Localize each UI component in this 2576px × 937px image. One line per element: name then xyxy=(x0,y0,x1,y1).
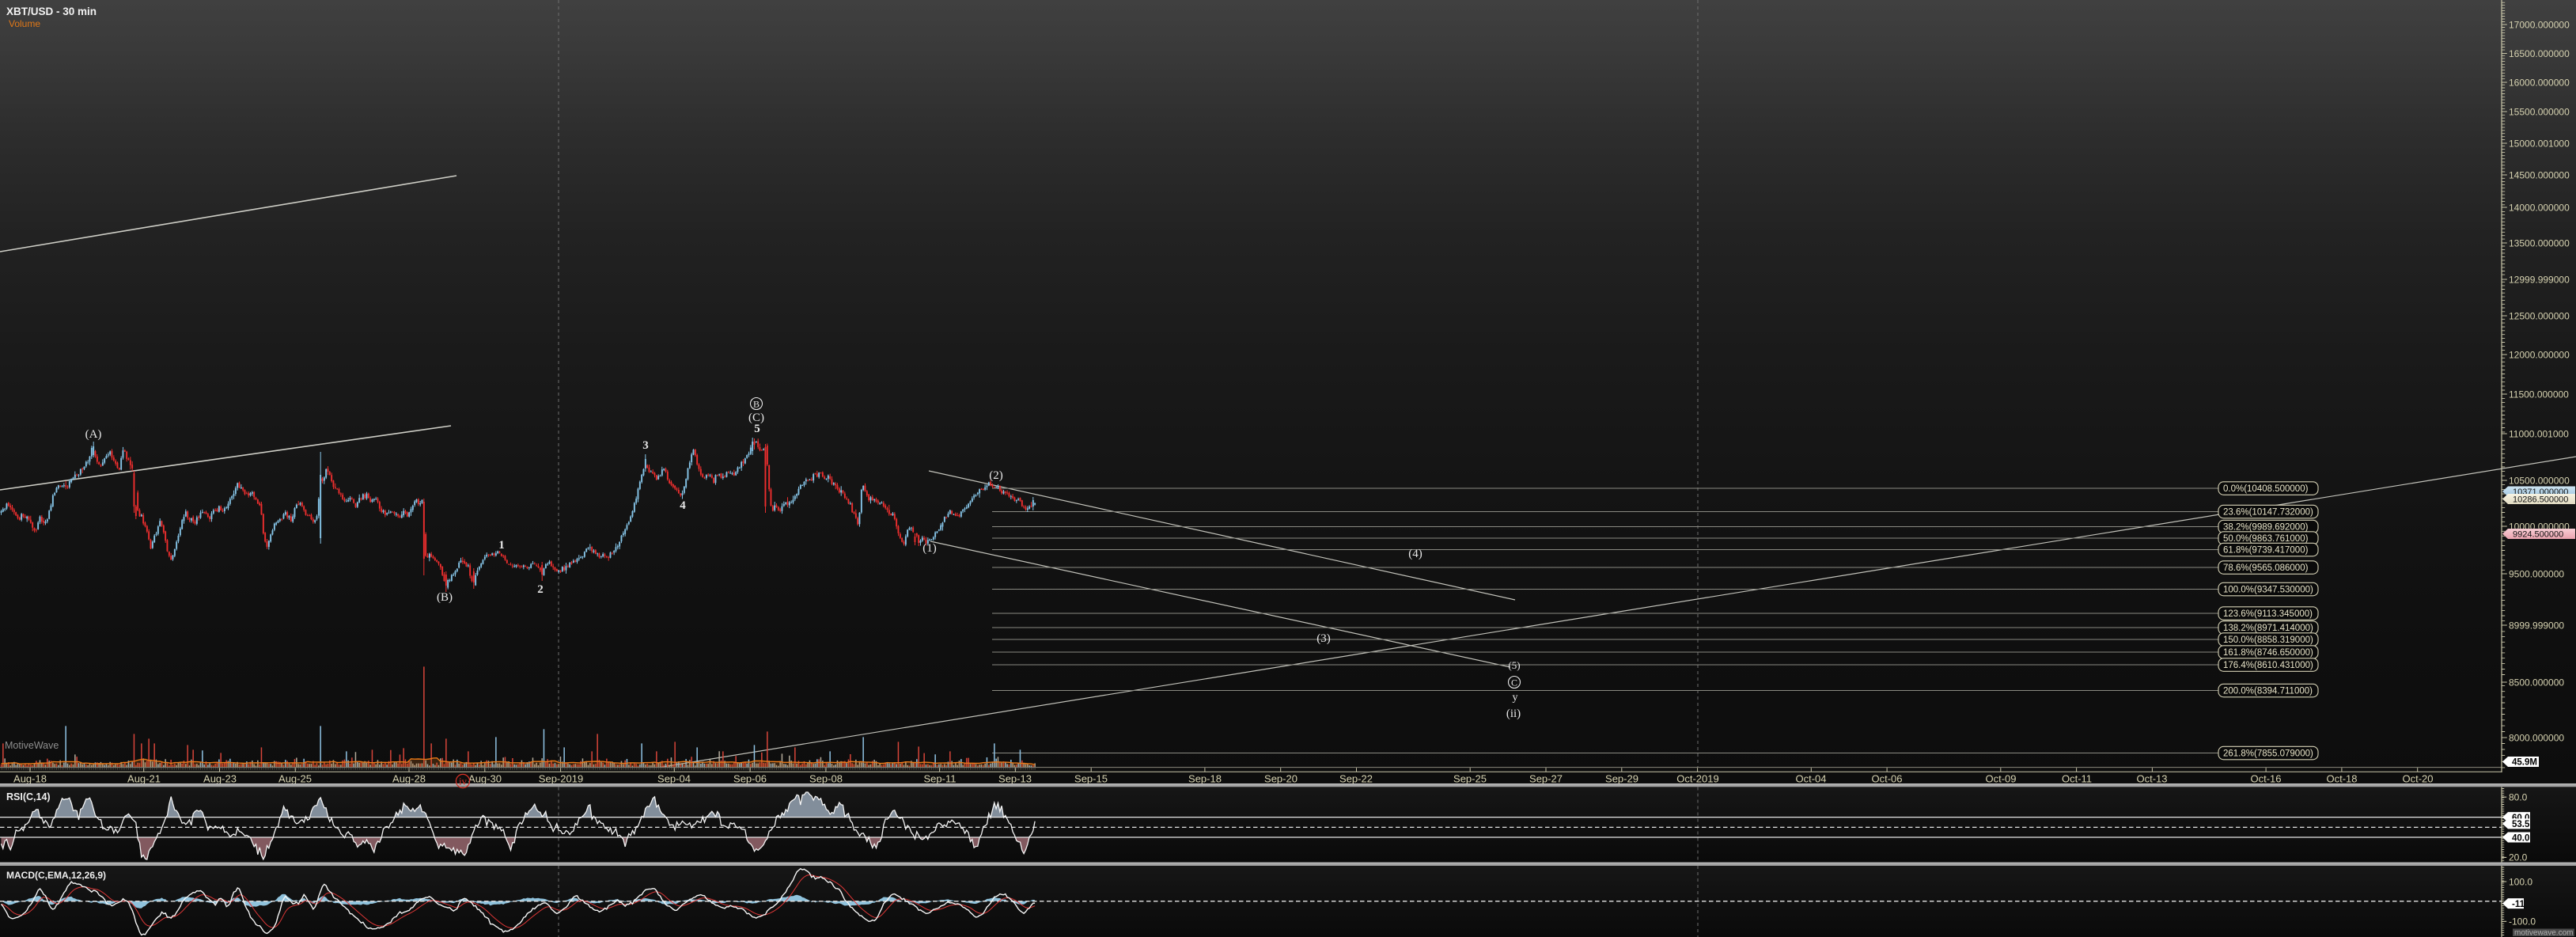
svg-text:45.9M: 45.9M xyxy=(2512,758,2537,768)
svg-text:Sep-25: Sep-25 xyxy=(1453,772,1487,784)
svg-text:Oct-11: Oct-11 xyxy=(2062,772,2092,784)
svg-text:8000.000000: 8000.000000 xyxy=(2509,732,2564,743)
svg-text:9924.500000: 9924.500000 xyxy=(2513,530,2563,540)
svg-text:123.6%(9113.345000): 123.6%(9113.345000) xyxy=(2223,609,2313,619)
svg-text:100.0: 100.0 xyxy=(2509,876,2532,887)
svg-text:Sep-06: Sep-06 xyxy=(733,772,767,784)
svg-text:61.8%(9739.417000): 61.8%(9739.417000) xyxy=(2223,546,2309,556)
svg-text:Aug-18: Aug-18 xyxy=(13,772,47,784)
svg-text:Sep-04: Sep-04 xyxy=(657,772,691,784)
svg-text:1: 1 xyxy=(498,539,505,552)
svg-text:53.5: 53.5 xyxy=(2512,820,2530,829)
svg-text:Sep-29: Sep-29 xyxy=(1605,772,1638,784)
svg-text:(3): (3) xyxy=(1316,632,1331,645)
svg-text:RSI(C,14): RSI(C,14) xyxy=(6,791,51,802)
svg-text:Oct-09: Oct-09 xyxy=(1985,772,2016,784)
svg-text:Aug-21: Aug-21 xyxy=(127,772,161,784)
svg-text:0.0%(10408.500000): 0.0%(10408.500000) xyxy=(2223,484,2309,494)
svg-text:Oct-13: Oct-13 xyxy=(2136,772,2167,784)
svg-text:14500.000000: 14500.000000 xyxy=(2509,169,2570,180)
svg-text:78.6%(9565.086000): 78.6%(9565.086000) xyxy=(2223,563,2309,573)
svg-text:8500.000000: 8500.000000 xyxy=(2509,677,2564,688)
svg-text:XBT/USD - 30 min: XBT/USD - 30 min xyxy=(6,6,97,17)
svg-text:Sep-2019: Sep-2019 xyxy=(539,772,583,784)
svg-text:Sep-27: Sep-27 xyxy=(1529,772,1563,784)
svg-text:(A): (A) xyxy=(85,428,102,441)
svg-text:10286.500000: 10286.500000 xyxy=(2513,495,2568,505)
svg-text:11000.001000: 11000.001000 xyxy=(2509,428,2569,439)
svg-text:motivewave.com: motivewave.com xyxy=(2514,928,2573,937)
svg-text:(B): (B) xyxy=(437,591,453,604)
svg-text:40.0: 40.0 xyxy=(2512,833,2529,843)
svg-text:MACD(C,EMA,12,26,9): MACD(C,EMA,12,26,9) xyxy=(6,870,106,881)
svg-text:176.4%(8610.431000): 176.4%(8610.431000) xyxy=(2223,661,2313,670)
svg-text:Aug-30: Aug-30 xyxy=(468,772,502,784)
svg-text:20.0: 20.0 xyxy=(2509,852,2528,863)
svg-text:14000.000000: 14000.000000 xyxy=(2509,202,2570,213)
svg-text:Sep-22: Sep-22 xyxy=(1339,772,1373,784)
svg-text:Aug-28: Aug-28 xyxy=(392,772,426,784)
svg-text:(1): (1) xyxy=(922,542,937,555)
svg-text:(5): (5) xyxy=(1508,659,1520,671)
svg-text:13500.000000: 13500.000000 xyxy=(2509,237,2570,248)
svg-text:12000.000000: 12000.000000 xyxy=(2509,349,2570,360)
svg-text:80.0: 80.0 xyxy=(2509,792,2528,803)
svg-text:Oct-06: Oct-06 xyxy=(1871,772,1902,784)
svg-text:12999.999000: 12999.999000 xyxy=(2509,274,2570,285)
svg-text:(ii): (ii) xyxy=(1506,707,1521,720)
svg-text:-100.0: -100.0 xyxy=(2509,916,2536,928)
svg-text:3: 3 xyxy=(642,439,649,452)
svg-text:Oct-2019: Oct-2019 xyxy=(1676,772,1718,784)
svg-text:11500.000000: 11500.000000 xyxy=(2509,389,2569,400)
svg-text:Oct-20: Oct-20 xyxy=(2402,772,2433,784)
svg-text:50.0%(9863.761000): 50.0%(9863.761000) xyxy=(2223,534,2309,544)
svg-text:Aug-25: Aug-25 xyxy=(278,772,312,784)
svg-text:5: 5 xyxy=(754,423,760,435)
svg-text:Oct-18: Oct-18 xyxy=(2326,772,2357,784)
svg-text:Volume: Volume xyxy=(9,18,40,29)
svg-text:Sep-18: Sep-18 xyxy=(1188,772,1222,784)
svg-text:-11: -11 xyxy=(2512,900,2525,909)
svg-text:Sep-11: Sep-11 xyxy=(924,772,957,784)
svg-text:15500.000000: 15500.000000 xyxy=(2509,106,2570,117)
svg-text:(4): (4) xyxy=(1408,548,1422,560)
svg-text:2: 2 xyxy=(537,583,544,596)
svg-text:C: C xyxy=(1511,677,1517,689)
svg-text:9500.000000: 9500.000000 xyxy=(2509,568,2564,579)
svg-text:Sep-15: Sep-15 xyxy=(1074,772,1108,784)
svg-text:16000.000000: 16000.000000 xyxy=(2509,77,2570,88)
svg-text:Sep-08: Sep-08 xyxy=(809,772,843,784)
svg-text:161.8%(8746.650000): 161.8%(8746.650000) xyxy=(2223,648,2313,658)
svg-text:Aug-23: Aug-23 xyxy=(203,772,237,784)
svg-text:MotiveWave: MotiveWave xyxy=(5,740,59,751)
svg-text:23.6%(10147.732000): 23.6%(10147.732000) xyxy=(2223,508,2313,518)
svg-text:Oct-04: Oct-04 xyxy=(1795,772,1826,784)
svg-text:Sep-13: Sep-13 xyxy=(998,772,1032,784)
svg-text:200.0%(8394.711000): 200.0%(8394.711000) xyxy=(2223,687,2313,696)
svg-text:15000.001000: 15000.001000 xyxy=(2509,138,2570,149)
svg-text:38.2%(9989.692000): 38.2%(9989.692000) xyxy=(2223,523,2309,533)
svg-text:y: y xyxy=(1513,692,1518,704)
svg-text:B: B xyxy=(753,399,760,410)
svg-text:16500.000000: 16500.000000 xyxy=(2509,48,2570,59)
svg-text:138.2%(8971.414000): 138.2%(8971.414000) xyxy=(2223,624,2313,633)
svg-text:12500.000000: 12500.000000 xyxy=(2509,310,2570,321)
svg-text:4: 4 xyxy=(680,499,686,512)
svg-text:261.8%(7855.079000): 261.8%(7855.079000) xyxy=(2223,749,2313,759)
svg-text:(C): (C) xyxy=(748,412,764,424)
svg-text:(2): (2) xyxy=(989,469,1003,482)
svg-text:17000.000000: 17000.000000 xyxy=(2509,19,2570,30)
svg-text:8999.999000: 8999.999000 xyxy=(2509,620,2564,631)
svg-text:iv: iv xyxy=(459,776,468,787)
svg-text:Sep-20: Sep-20 xyxy=(1264,772,1297,784)
svg-text:100.0%(9347.530000): 100.0%(9347.530000) xyxy=(2223,586,2313,595)
svg-text:Oct-16: Oct-16 xyxy=(2250,772,2281,784)
svg-text:150.0%(8858.319000): 150.0%(8858.319000) xyxy=(2223,635,2313,645)
svg-text:10500.000000: 10500.000000 xyxy=(2509,475,2570,486)
